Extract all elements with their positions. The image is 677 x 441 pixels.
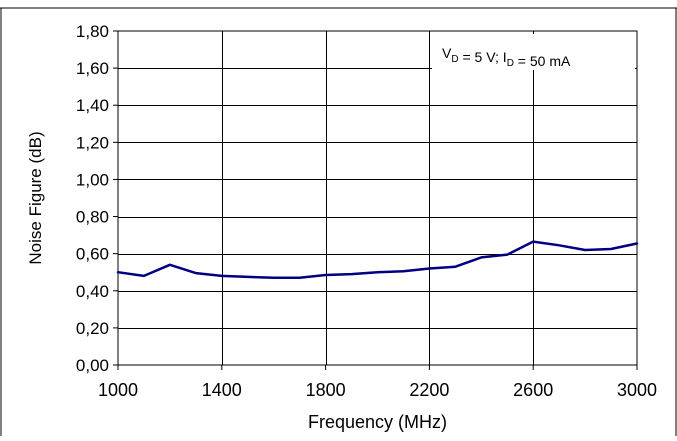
y-tick-label: 1,80 [76, 22, 109, 41]
series-line [116, 240, 639, 280]
annotation-text: VD = 5 V; ID = 50 mA [442, 45, 571, 69]
grid-layer [118, 31, 637, 365]
y-tick-label: 1,00 [76, 170, 109, 189]
y-tick-label: 0,00 [76, 356, 109, 375]
x-tick-label: 1000 [98, 380, 138, 400]
y-tick-label: 1,60 [76, 59, 109, 78]
annotation-layer: VD = 5 V; ID = 50 mA [431, 34, 635, 70]
series-layer [116, 240, 639, 280]
y-tick-label: 0,80 [76, 208, 109, 227]
annotation-box [431, 34, 635, 70]
y-axis-label: Noise Figure (dB) [26, 131, 45, 264]
x-tick-label: 1800 [306, 380, 346, 400]
x-axis-label: Frequency (MHz) [308, 412, 447, 432]
x-tick-label: 1400 [202, 380, 242, 400]
x-tick-label: 3000 [617, 380, 657, 400]
y-tick-label: 1,40 [76, 96, 109, 115]
x-tick-label: 2200 [409, 380, 449, 400]
ticks-layer: 0,00 0,20 0,40 0,60 0,80 1,00 1,20 1,40 1,60 1,80… [76, 22, 657, 400]
y-tick-label: 0,20 [76, 319, 109, 338]
y-tick-label: 0,60 [76, 245, 109, 264]
x-tick-label: 2600 [513, 380, 553, 400]
y-tick-label: 0,40 [76, 282, 109, 301]
y-tick-label: 1,20 [76, 133, 109, 152]
plot-area-border [117, 30, 638, 366]
